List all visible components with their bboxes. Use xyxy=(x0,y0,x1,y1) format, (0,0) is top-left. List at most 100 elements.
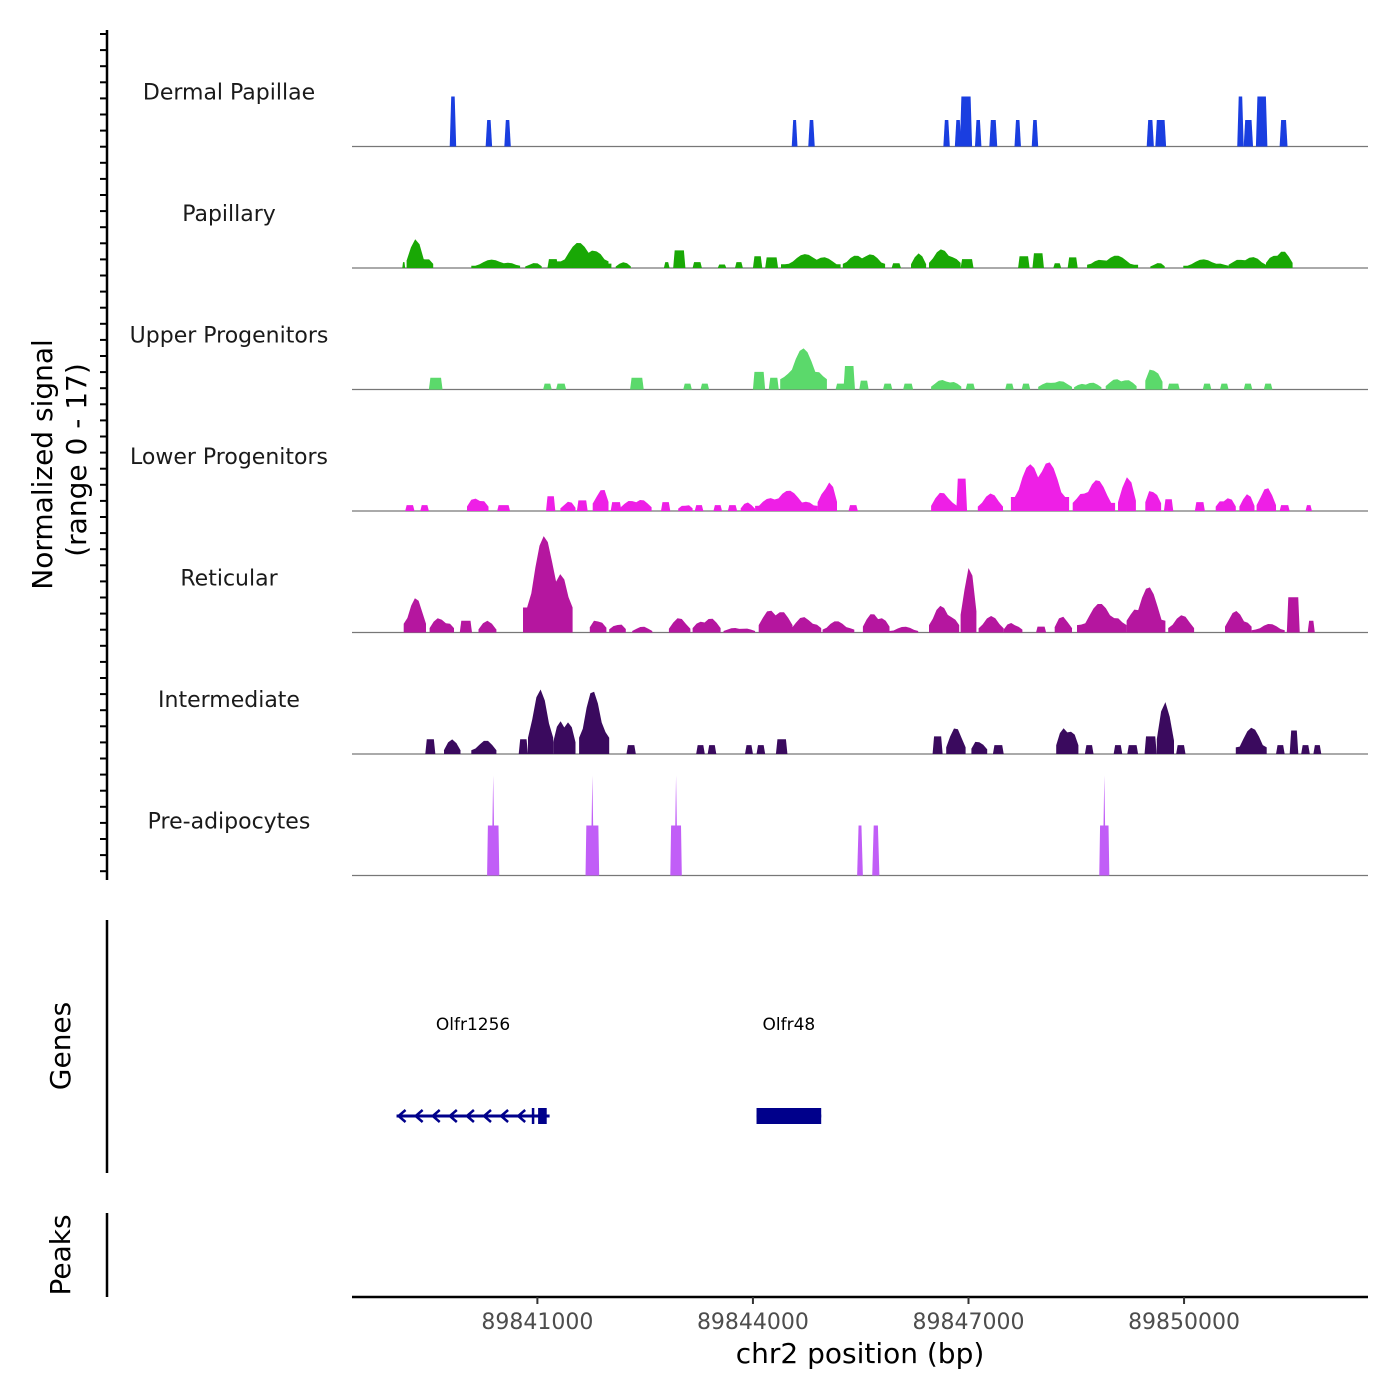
coverage-peak xyxy=(547,259,559,268)
track-pre-adipocytes: Pre-adipocytes xyxy=(148,775,1368,877)
coverage-peak xyxy=(683,383,692,390)
coverage-peak xyxy=(723,628,756,633)
track-label: Intermediate xyxy=(158,688,300,713)
coverage-peak xyxy=(632,626,653,633)
coverage-peak xyxy=(911,253,927,268)
coverage-peak xyxy=(403,598,426,633)
coverage-peak xyxy=(420,505,429,511)
coverage-peak xyxy=(1145,491,1162,511)
coverage-peak xyxy=(1126,587,1166,633)
coverage-peak xyxy=(525,263,542,268)
coverage-peak xyxy=(946,728,966,754)
coverage-peak xyxy=(478,620,497,633)
y-axis-title-line-1: Normalized signal xyxy=(26,339,59,590)
coverage-peak xyxy=(560,501,576,511)
coverage-peak xyxy=(429,618,454,633)
coverage-peak xyxy=(755,490,818,511)
coverage-peak xyxy=(553,721,576,754)
coverage-peak xyxy=(977,493,1003,511)
coverage-peak xyxy=(1176,745,1186,754)
gene-exon xyxy=(756,1108,822,1124)
coverage-peak xyxy=(1286,597,1300,633)
coverage-peak xyxy=(1183,259,1229,268)
coverage-peak xyxy=(1256,488,1276,511)
coverage-peak xyxy=(791,617,822,633)
coverage-peak xyxy=(692,618,721,633)
coverage-peak xyxy=(487,775,500,876)
coverage-peak xyxy=(752,371,766,390)
coverage-peak xyxy=(1118,477,1136,511)
coverage-peak xyxy=(572,250,612,268)
coverage-peak xyxy=(696,745,705,754)
coverage-peak xyxy=(694,505,704,511)
strand-arrow-icon xyxy=(537,1109,546,1123)
coverage-peak xyxy=(843,365,855,390)
coverage-peak xyxy=(1307,620,1315,633)
x-tick-label: 89850000 xyxy=(1128,1310,1240,1335)
coverage-peak xyxy=(585,775,600,876)
coverage-peak xyxy=(1313,745,1322,754)
coverage-peak xyxy=(1014,120,1021,147)
coverage-peak xyxy=(1054,616,1072,633)
coverage-peak xyxy=(673,250,686,268)
coverage-peak xyxy=(791,120,798,147)
gene-label: Olfr1256 xyxy=(436,1015,510,1035)
track-label: Lower Progenitors xyxy=(130,445,328,470)
x-tick-label: 89841000 xyxy=(481,1310,593,1335)
coverage-peak xyxy=(589,620,607,633)
coverage-peak xyxy=(965,383,975,390)
coverage-peak xyxy=(960,568,977,633)
coverage-peak xyxy=(1194,502,1205,511)
coverage-peak xyxy=(1251,624,1285,633)
coverage-peak xyxy=(609,624,626,633)
coverage-peak xyxy=(929,249,961,268)
coverage-peak xyxy=(717,264,727,268)
coverage-peak xyxy=(1145,369,1163,390)
coverage-peak xyxy=(931,492,957,511)
coverage-peak xyxy=(971,741,988,754)
x-axis-ticks: 89841000 89844000 89847000 89850000 xyxy=(481,1297,1240,1335)
coverage-peak xyxy=(740,502,756,511)
coverage-peak xyxy=(1099,775,1110,876)
coverage-peak xyxy=(857,825,863,876)
coverage-peak xyxy=(1087,255,1139,268)
coverage-peak xyxy=(1127,745,1139,754)
coverage-y-axis xyxy=(100,30,109,880)
coverage-peak xyxy=(891,263,901,268)
track-intermediate: Intermediate xyxy=(158,688,1368,755)
coverage-peak xyxy=(929,605,960,633)
coverage-peak xyxy=(989,120,998,147)
coverage-peak xyxy=(663,262,670,268)
genes-axis-title: Genes xyxy=(44,1002,77,1090)
track-label: Papillary xyxy=(182,202,276,227)
coverage-peak xyxy=(1219,383,1229,390)
coverage-peak xyxy=(1010,462,1070,511)
track-lower-progenitors: Lower Progenitors xyxy=(130,445,1368,512)
coverage-peak xyxy=(1144,736,1157,754)
coverage-peak xyxy=(615,262,631,268)
coverage-peak xyxy=(1156,702,1174,754)
coverage-peak xyxy=(1005,383,1014,390)
coverage-peak xyxy=(668,618,691,633)
coverage-peak xyxy=(471,740,497,754)
coverage-peak xyxy=(862,614,890,633)
coverage-peak xyxy=(620,500,652,511)
coverage-peak xyxy=(707,745,717,754)
strand-arrow-icon xyxy=(464,1109,475,1123)
coverage-peak xyxy=(1155,120,1167,147)
coverage-peak xyxy=(960,259,974,268)
gene-olfr1256: Olfr1256 xyxy=(396,1015,550,1124)
coverage-peak xyxy=(768,377,779,390)
coverage-peak xyxy=(1146,120,1154,147)
coverage-peak xyxy=(471,259,521,268)
coverage-peak xyxy=(416,258,434,268)
coverage-peak xyxy=(1235,727,1267,754)
coverage-peak xyxy=(1301,745,1310,754)
x-tick-label: 89844000 xyxy=(697,1310,809,1335)
coverage-peak xyxy=(1255,96,1268,147)
coverage-peak xyxy=(543,383,552,390)
coverage-peak xyxy=(504,120,511,147)
coverage-peak xyxy=(1215,498,1236,511)
coverage-peak xyxy=(1243,120,1254,147)
